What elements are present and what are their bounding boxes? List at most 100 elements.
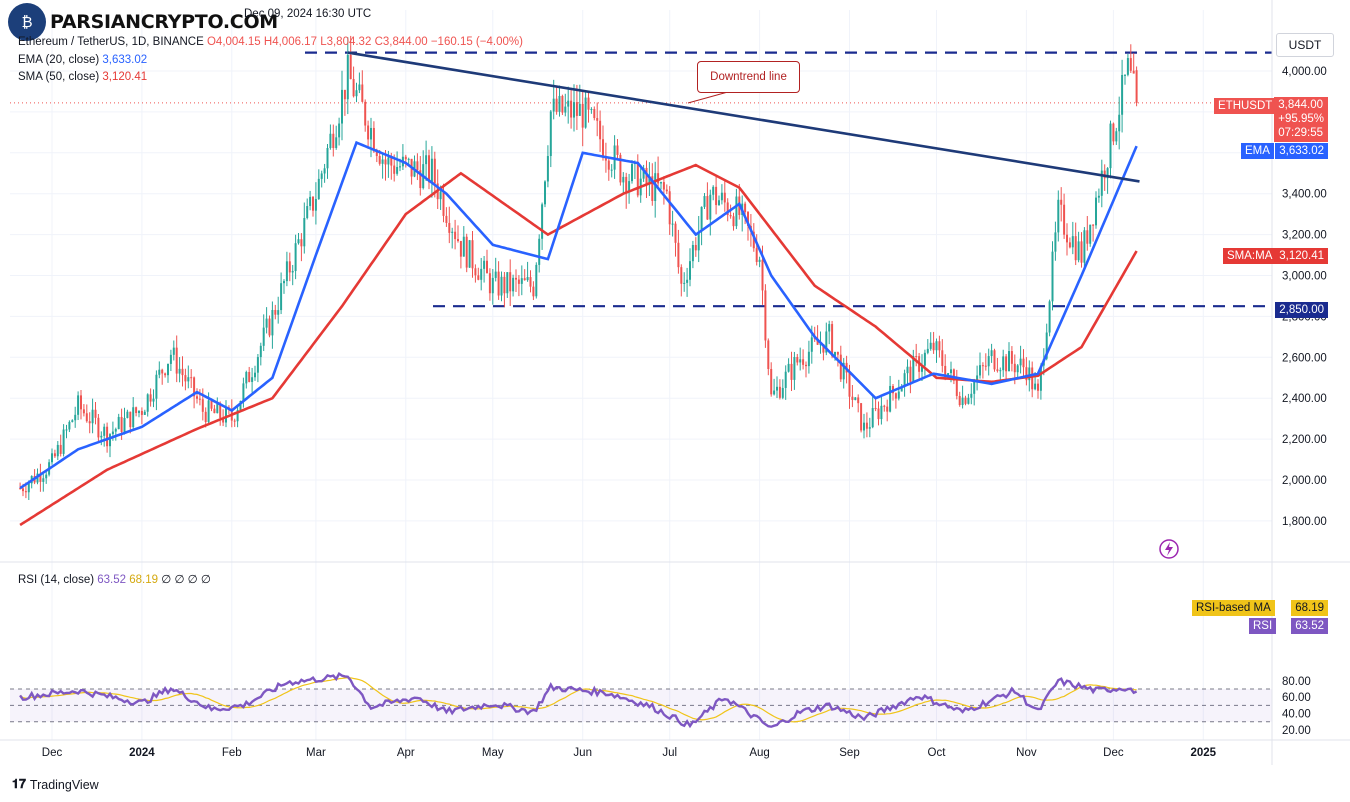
candle-body — [889, 385, 892, 412]
candle-body — [642, 167, 645, 179]
candle-body — [938, 341, 941, 351]
candle-body — [419, 170, 422, 189]
candle-body — [329, 133, 332, 149]
rsi-ma-value-tag: 68.19 — [1291, 600, 1328, 616]
rsi-line — [19, 671, 1138, 729]
candle-body — [1118, 114, 1121, 132]
candle-body — [752, 231, 755, 249]
candle-body — [1115, 131, 1118, 142]
candle-body — [1071, 236, 1074, 248]
candle-body — [660, 182, 662, 184]
candle-body — [599, 120, 602, 140]
ema-legend[interactable]: EMA (20, close) 3,633.02 — [18, 54, 147, 66]
candle-body — [941, 350, 944, 366]
candle-body — [532, 286, 535, 297]
candle-body — [59, 444, 62, 454]
candle-body — [338, 123, 341, 138]
candle-body — [784, 371, 787, 388]
candle-body — [1080, 241, 1083, 263]
candle-body — [140, 410, 143, 415]
candle-body — [1083, 230, 1086, 263]
candle-body — [288, 261, 291, 273]
candle-body — [610, 169, 613, 171]
candle-body — [1092, 224, 1095, 226]
tradingview-logo-icon: 𝟏𝟕 — [12, 777, 26, 791]
x-tick-label: Feb — [222, 747, 242, 759]
candle-body — [1095, 197, 1097, 226]
candle-body — [871, 408, 874, 428]
rsi-ma-line — [19, 677, 1137, 723]
candle-body — [718, 200, 720, 206]
candle-body — [1037, 383, 1039, 391]
candle-body — [1063, 204, 1066, 235]
candle-body — [602, 139, 604, 158]
symbol-title: Ethereum / TetherUS, 1D, BINANCE — [18, 36, 204, 48]
candle-body — [747, 212, 749, 226]
candle-body — [544, 181, 546, 205]
candle-body — [619, 154, 622, 183]
candle-body — [74, 414, 77, 421]
tradingview-label: TradingView — [29, 777, 99, 792]
candle-body — [213, 408, 216, 414]
sma-legend[interactable]: SMA (50, close) 3,120.41 — [18, 71, 147, 83]
candle-body — [935, 341, 938, 351]
rsi-ma-tag: RSI-based MA — [1192, 600, 1275, 616]
candle-body — [306, 206, 309, 219]
candle-body — [755, 248, 758, 262]
candle-body — [616, 145, 619, 155]
symbol-line: Ethereum / TetherUS, 1D, BINANCE O4,004.… — [18, 36, 523, 48]
candle-body — [558, 95, 561, 112]
candle-body — [187, 377, 190, 382]
candle-body — [442, 191, 445, 216]
x-tick-label: Oct — [928, 747, 947, 759]
candle-body — [204, 411, 207, 422]
rsi-legend[interactable]: RSI (14, close) 63.52 68.19 ∅ ∅ ∅ ∅ — [18, 572, 211, 586]
candle-body — [120, 416, 123, 432]
candle-body — [285, 261, 288, 282]
candle-body — [709, 194, 712, 220]
candle-body — [477, 275, 480, 280]
candle-body — [439, 191, 442, 200]
tradingview-footer[interactable]: 𝟏𝟕 TradingView — [12, 777, 99, 792]
sma-legend-value: 3,120.41 — [102, 71, 148, 83]
candle-body — [715, 186, 718, 206]
candle-body — [283, 281, 285, 284]
currency-button[interactable]: USDT — [1276, 33, 1334, 57]
candle-body — [404, 156, 407, 160]
candle-body — [62, 429, 65, 454]
candle-body — [993, 350, 996, 370]
candle-body — [810, 337, 813, 352]
lightning-icon[interactable] — [1158, 538, 1180, 560]
sma-price-tag: 3,120.41 — [1275, 248, 1328, 264]
candle-body — [80, 395, 82, 410]
candle-body — [848, 372, 851, 397]
candle-body — [407, 158, 410, 160]
candle-body — [88, 421, 91, 424]
candle-body — [831, 324, 834, 357]
candle-body — [1005, 356, 1008, 372]
candle-body — [181, 368, 184, 376]
candle-body — [56, 444, 59, 457]
candle-body — [512, 277, 515, 292]
candle-body — [1010, 351, 1013, 364]
candle-body — [694, 244, 697, 251]
candle-body — [581, 103, 584, 128]
x-tick-label: 2024 — [129, 747, 155, 759]
candle-body — [549, 111, 552, 157]
candle-body — [1112, 123, 1115, 142]
candle-body — [103, 426, 106, 436]
candle-body — [480, 268, 483, 280]
candle-body — [912, 356, 915, 382]
candle-body — [825, 331, 828, 353]
candle-body — [343, 89, 346, 100]
candle-body — [1100, 170, 1103, 196]
x-tick-label: May — [482, 747, 504, 759]
candle-body — [375, 151, 378, 157]
candle-body — [561, 95, 564, 113]
candles — [19, 35, 1138, 501]
candle-body — [680, 267, 683, 284]
candle-body — [309, 196, 312, 207]
symbol-tag: ETHUSDT — [1214, 98, 1277, 114]
candle-body — [1054, 232, 1057, 252]
